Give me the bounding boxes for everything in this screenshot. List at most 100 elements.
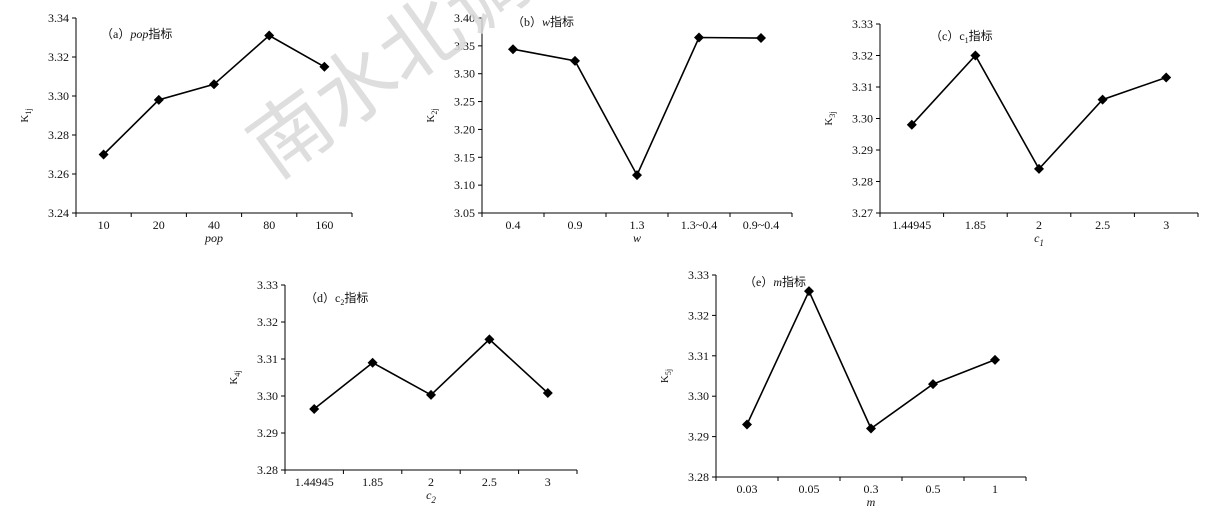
data-point-marker	[542, 388, 553, 399]
data-point-marker	[866, 423, 876, 434]
y-tick-label: 3.29	[257, 426, 278, 440]
panel-title: （d）c2指标	[305, 290, 368, 307]
y-tick-label: 3.31	[257, 352, 278, 366]
charts-layer: 3.24 3.26 3.28 3.30 3.32 3.34 10 20 40 80 160 pop K1…	[19, 11, 1199, 507]
x-tick-label: 20	[153, 218, 165, 232]
x-tick-label: 2	[1036, 218, 1042, 232]
y-tick-label: 3.27	[852, 206, 873, 220]
series-line	[746, 289, 996, 430]
x-tick-label: 1.3	[630, 218, 645, 232]
chart-panel-c: 3.27 3.28 3.29 3.30 3.31 3.32 3.33 1.44945 1.85 2…	[823, 17, 1199, 248]
data-point-marker	[756, 33, 766, 44]
x-tick-label: 0.5	[926, 482, 941, 496]
y-axis-label: K2j	[425, 108, 439, 122]
x-tick-label: 1	[992, 482, 998, 496]
chart-panel-a: 3.24 3.26 3.28 3.30 3.32 3.34 10 20 40 80 160 pop K1…	[19, 11, 353, 245]
x-tick-label: 1.85	[965, 218, 986, 232]
chart-panel-b: 3.05 3.10 3.15 3.20 3.25 3.30 3.35 3.40 0.4 0.9 1.…	[425, 11, 793, 245]
data-point-marker	[209, 79, 219, 90]
data-point-marker	[970, 50, 981, 61]
chart-panel-e: 3.28 3.29 3.30 3.31 3.32 3.33 0.03 0.05 0.3 0.5 1 m…	[659, 268, 1027, 507]
data-point-marker	[508, 44, 518, 55]
y-tick-label: 3.28	[688, 470, 709, 484]
x-axis-label: w	[633, 231, 641, 245]
series-line	[512, 36, 762, 177]
y-tick-label: 3.30	[454, 67, 475, 81]
y-tick-label: 3.29	[852, 143, 873, 157]
y-tick-label: 3.29	[688, 430, 709, 444]
x-axis-label: m	[867, 495, 876, 507]
y-tick-label: 3.31	[852, 80, 873, 94]
watermark-text: 南水北调与水利科技（中英文）	[232, 0, 1193, 195]
y-tick-label: 3.30	[257, 389, 278, 403]
y-tick-label: 3.33	[852, 17, 873, 31]
data-point-marker	[1097, 94, 1108, 105]
y-tick-label: 3.30	[688, 389, 709, 403]
x-tick-label: 1.3~0.4	[681, 218, 718, 232]
panel-title: （c）c1指标	[930, 28, 993, 45]
data-point-marker	[990, 354, 1000, 365]
panel-title: （a）pop指标	[101, 26, 172, 41]
data-point-marker	[928, 379, 938, 390]
y-tick-label: 3.30	[48, 89, 69, 103]
y-tick-label: 3.32	[257, 315, 278, 329]
y-tick-label: 3.32	[48, 50, 69, 64]
y-tick-label: 3.32	[852, 49, 873, 63]
y-tick-label: 3.20	[454, 122, 475, 136]
y-tick-label: 3.25	[454, 95, 475, 109]
data-point-marker	[319, 61, 330, 72]
y-tick-label: 3.28	[48, 128, 69, 142]
data-point-marker	[1034, 163, 1044, 174]
y-tick-label: 3.31	[688, 349, 709, 363]
data-point-marker	[264, 30, 275, 41]
data-point-marker	[1161, 72, 1172, 83]
y-tick-label: 3.28	[852, 175, 873, 189]
panel-title: （b）w指标	[512, 14, 574, 29]
data-point-marker	[570, 55, 580, 66]
y-tick-label: 3.33	[688, 268, 709, 282]
x-tick-label: 1.44945	[295, 475, 334, 489]
x-tick-label: 2	[428, 475, 434, 489]
x-tick-label: 10	[98, 218, 110, 232]
x-tick-label: 1.85	[362, 475, 383, 489]
data-point-marker	[694, 32, 704, 43]
y-tick-label: 3.35	[454, 39, 475, 53]
chart-panel-d: 3.28 3.29 3.30 3.31 3.32 3.33 1.44945 1.85 2 2.5 3…	[228, 278, 578, 505]
data-point-marker	[484, 334, 495, 345]
x-tick-label: 0.4	[506, 218, 521, 232]
y-axis-label: K5j	[659, 369, 673, 383]
y-tick-label: 3.05	[454, 206, 475, 220]
data-point-marker	[98, 149, 109, 160]
x-tick-label: 0.9~0.4	[743, 218, 780, 232]
data-point-marker	[309, 403, 320, 414]
data-point-marker	[804, 286, 814, 297]
watermark: 南水北调与水利科技（中英文）	[232, 0, 1193, 195]
y-tick-label: 3.32	[688, 308, 709, 322]
y-tick-label: 3.10	[454, 178, 475, 192]
x-axis-label: c1	[1034, 231, 1044, 248]
y-tick-label: 3.15	[454, 150, 475, 164]
panel-title: （e）m指标	[744, 274, 806, 289]
x-tick-label: 40	[208, 218, 220, 232]
y-tick-label: 3.28	[257, 463, 278, 477]
data-point-marker	[426, 389, 436, 400]
y-tick-label: 3.33	[257, 278, 278, 292]
series-line	[911, 54, 1167, 171]
data-point-marker	[742, 419, 752, 430]
x-tick-label: 160	[315, 218, 333, 232]
x-tick-label: 0.05	[799, 482, 820, 496]
y-tick-label: 3.30	[852, 112, 873, 126]
y-axis-label: K3j	[823, 111, 837, 125]
x-axis-label: c2	[426, 488, 436, 505]
data-point-marker	[906, 119, 917, 130]
x-axis-label: pop	[204, 231, 223, 245]
y-tick-label: 3.26	[48, 167, 69, 181]
y-tick-label: 3.24	[48, 206, 69, 220]
data-point-marker	[367, 357, 378, 368]
x-tick-label: 0.3	[864, 482, 879, 496]
y-axis-label: K1j	[19, 108, 33, 122]
x-tick-label: 80	[263, 218, 275, 232]
x-tick-label: 1.44945	[892, 218, 931, 232]
x-tick-label: 0.03	[737, 482, 758, 496]
x-tick-label: 2.5	[482, 475, 497, 489]
